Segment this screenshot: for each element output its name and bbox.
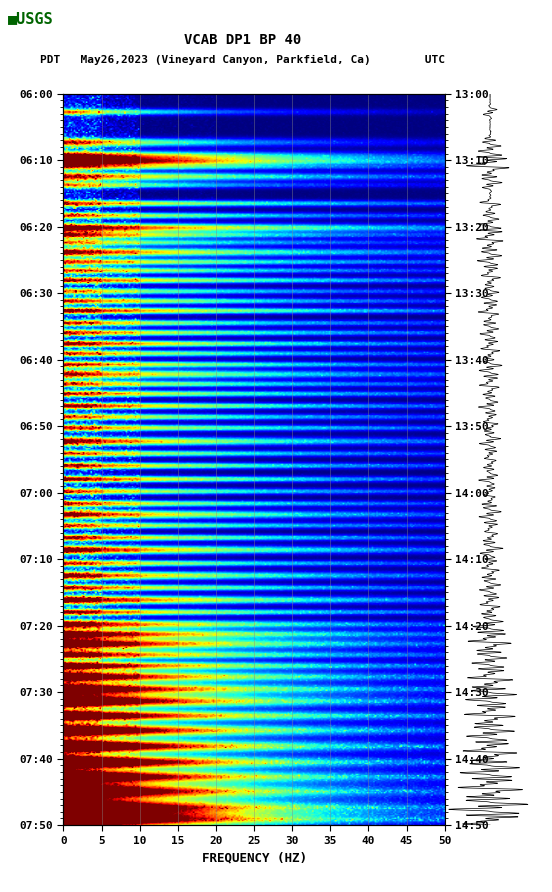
Text: ■USGS: ■USGS xyxy=(8,11,54,26)
X-axis label: FREQUENCY (HZ): FREQUENCY (HZ) xyxy=(201,851,306,864)
Text: VCAB DP1 BP 40: VCAB DP1 BP 40 xyxy=(184,33,301,47)
Text: PDT   May26,2023 (Vineyard Canyon, Parkfield, Ca)        UTC: PDT May26,2023 (Vineyard Canyon, Parkfie… xyxy=(40,54,445,65)
